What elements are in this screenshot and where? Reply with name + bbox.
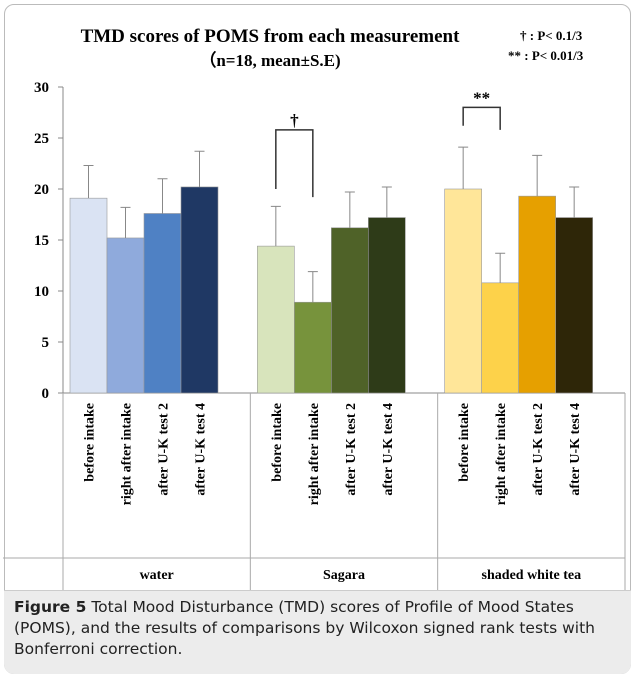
bar-label: after U-K test 4	[381, 403, 396, 496]
bar	[143, 213, 182, 394]
bar-label: after U-K test 2	[157, 403, 172, 496]
bar	[331, 227, 369, 394]
y-tick-label: 30	[34, 80, 49, 96]
bar-label: before intake	[270, 403, 285, 482]
bar	[294, 301, 332, 394]
bar	[518, 195, 556, 394]
significance-bracket	[275, 129, 314, 198]
bar-label: right after intake	[307, 403, 322, 505]
bar	[444, 188, 482, 394]
y-tick-label: 5	[42, 335, 50, 351]
y-tick-label: 20	[34, 182, 49, 198]
y-tick-label: 0	[42, 386, 50, 402]
error-bar	[458, 146, 469, 189]
caption-text: Total Mood Disturbance (TMD) scores of P…	[14, 598, 595, 658]
bar-label: before intake	[457, 403, 472, 482]
bar-label: after U-K test 4	[568, 403, 583, 496]
caption-label: Figure 5	[14, 598, 87, 616]
error-bar	[194, 150, 205, 187]
error-bar	[381, 186, 392, 218]
y-tick-label: 25	[34, 131, 49, 147]
error-bar	[569, 186, 580, 218]
significance-bracket	[462, 106, 501, 130]
bar-label: after U-K test 2	[531, 403, 546, 496]
y-tick-label: 15	[34, 233, 49, 249]
significance-note: ** : P< 0.01/3	[508, 48, 584, 63]
bar-label: right after intake	[120, 403, 135, 505]
group-label: water	[140, 568, 174, 583]
error-bar	[157, 178, 168, 214]
chart: TMD scores of POMS from each measurement…	[3, 26, 626, 590]
bar	[69, 197, 108, 394]
error-bar	[270, 205, 281, 247]
bar-label: after U-K test 4	[194, 403, 209, 496]
chart-subtitle: （n=18, mean±S.E)	[199, 50, 340, 70]
chart-title: TMD scores of POMS from each measurement	[81, 26, 461, 47]
bar	[257, 245, 295, 394]
bar	[555, 217, 593, 394]
bar	[481, 282, 519, 394]
error-bar	[307, 271, 318, 303]
bar-label: before intake	[83, 403, 98, 482]
error-bar	[495, 252, 506, 283]
group-label: Sagara	[323, 568, 365, 583]
bar	[368, 217, 406, 394]
bar	[106, 237, 145, 394]
significance-label: †	[290, 111, 299, 130]
error-bar	[83, 165, 94, 199]
bar	[180, 186, 219, 394]
bar-label: right after intake	[494, 403, 509, 505]
y-tick-label: 10	[34, 284, 49, 300]
error-bar	[120, 206, 131, 238]
caption: Figure 5 Total Mood Disturbance (TMD) sc…	[4, 590, 631, 674]
significance-note: † : P< 0.1/3	[520, 28, 583, 43]
bar-label: after U-K test 2	[344, 403, 359, 496]
error-bar	[344, 191, 355, 228]
error-bar	[532, 154, 543, 197]
significance-label: **	[473, 88, 490, 107]
group-label: shaded white tea	[482, 568, 582, 583]
